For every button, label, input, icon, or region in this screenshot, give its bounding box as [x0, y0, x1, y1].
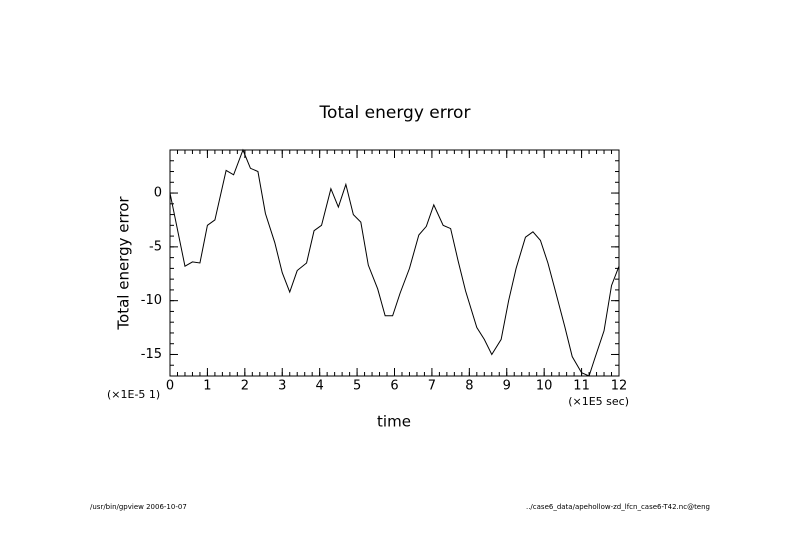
x-tick-label: 11 [573, 379, 590, 394]
y-axis-label: Total energy error [115, 196, 133, 331]
x-tick-label: 0 [166, 379, 174, 394]
x-tick-label: 6 [390, 379, 398, 394]
x-axis-label: time [377, 413, 411, 431]
footer-right: ../case6_data/apehollow-zd_lfcn_case6-T4… [526, 503, 710, 511]
y-unit-note: (×1E-5 1) [107, 388, 160, 401]
x-tick-label: 5 [353, 379, 361, 394]
chart-title: Total energy error [319, 103, 471, 123]
y-tick-label: -5 [149, 239, 162, 254]
data-line [169, 148, 620, 377]
y-tick-label: -15 [141, 347, 162, 362]
x-tick-label: 2 [241, 379, 249, 394]
plot-frame [169, 149, 620, 377]
footer-left: /usr/bin/gpview 2006-10-07 [90, 503, 187, 511]
x-tick-label: 4 [316, 379, 324, 394]
x-tick-label: 8 [465, 379, 473, 394]
y-tick-label: -10 [141, 293, 162, 308]
y-tick-label: 0 [154, 186, 162, 201]
x-tick-label: 12 [611, 379, 628, 394]
x-tick-label: 7 [428, 379, 436, 394]
x-tick-label: 1 [203, 379, 211, 394]
x-tick-label: 3 [278, 379, 286, 394]
x-unit-note: (×1E5 sec) [568, 395, 629, 408]
x-tick-label: 9 [503, 379, 511, 394]
x-tick-label: 10 [536, 379, 553, 394]
